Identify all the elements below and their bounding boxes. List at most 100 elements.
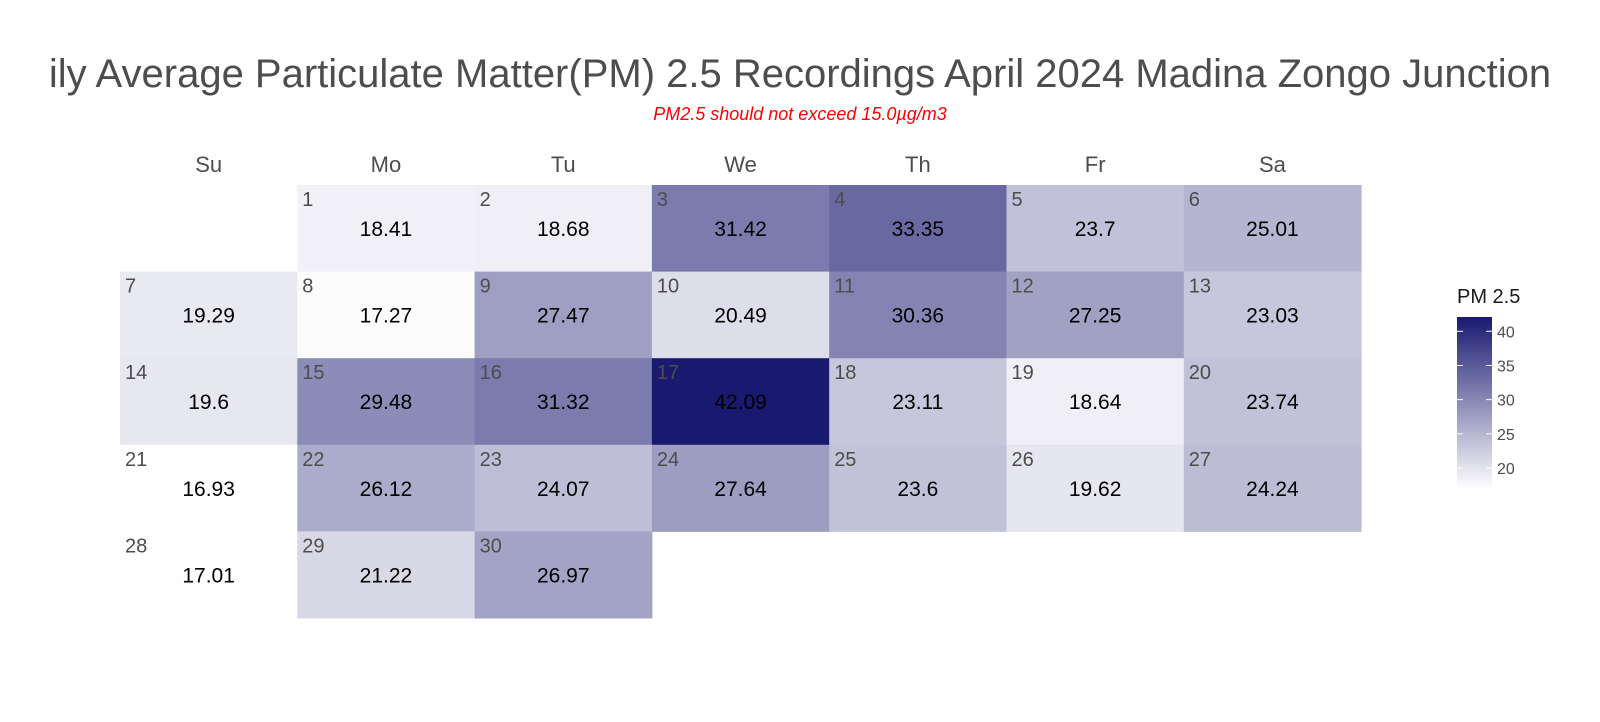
day-number-14: 14 — [125, 362, 147, 384]
day-number-1: 1 — [302, 189, 313, 211]
day-value-24: 27.64 — [714, 478, 767, 501]
day-number-30: 30 — [480, 535, 502, 557]
day-cell-21 — [120, 444, 298, 532]
day-number-19: 19 — [1012, 362, 1034, 384]
day-cell-3 — [651, 185, 830, 273]
day-number-17: 17 — [657, 362, 679, 384]
day-number-12: 12 — [1012, 276, 1034, 298]
day-value-4: 33.35 — [892, 218, 945, 241]
chart-subtitle: PM2.5 should not exceed 15.0µg/m3 — [653, 104, 947, 124]
day-cell-27 — [1183, 444, 1362, 532]
weekday-label-mo: Mo — [371, 152, 402, 177]
day-number-15: 15 — [302, 362, 324, 384]
day-number-3: 3 — [657, 189, 668, 211]
day-value-28: 17.01 — [182, 564, 235, 587]
day-value-16: 31.32 — [537, 391, 590, 414]
day-cell-16 — [474, 358, 653, 446]
day-cell-5 — [1006, 185, 1185, 273]
weekday-label-fr: Fr — [1085, 152, 1106, 177]
legend-tick-label-30: 30 — [1497, 393, 1515, 410]
day-cell-19 — [1006, 358, 1185, 446]
legend-tick-label-35: 35 — [1497, 358, 1515, 375]
day-value-10: 20.49 — [714, 305, 767, 328]
day-value-11: 30.36 — [892, 305, 945, 328]
weekday-label-su: Su — [195, 152, 222, 177]
day-cell-25 — [829, 444, 1007, 532]
day-number-28: 28 — [125, 535, 147, 557]
legend-colorbar: 20 25 30 35 40 — [1457, 317, 1515, 489]
day-number-4: 4 — [834, 189, 845, 211]
day-value-2: 18.68 — [537, 218, 590, 241]
day-number-26: 26 — [1012, 449, 1034, 471]
day-number-21: 21 — [125, 449, 147, 471]
day-number-9: 9 — [480, 276, 491, 298]
day-number-7: 7 — [125, 276, 136, 298]
day-number-11: 11 — [834, 276, 855, 298]
day-value-26: 19.62 — [1069, 478, 1122, 501]
day-value-3: 31.42 — [714, 218, 767, 241]
day-cell-4 — [829, 185, 1007, 273]
day-cell-15 — [297, 358, 476, 446]
day-value-30: 26.97 — [537, 564, 590, 587]
color-legend: 20 25 30 35 40 PM 2.5 — [1455, 286, 1555, 496]
day-cell-23 — [474, 444, 653, 532]
legend-colorbar-fill — [1457, 317, 1492, 489]
day-number-29: 29 — [302, 535, 324, 557]
day-cell-14 — [120, 358, 298, 446]
day-number-8: 8 — [302, 276, 313, 298]
day-cell-29 — [297, 531, 476, 619]
chart-title: ily Average Particulate Matter(PM) 2.5 R… — [48, 52, 1552, 96]
day-value-20: 23.74 — [1246, 391, 1299, 414]
day-cell-30 — [474, 531, 653, 619]
day-cell-20 — [1183, 358, 1362, 446]
legend-tick-label-20: 20 — [1497, 461, 1515, 478]
day-cell-1 — [297, 185, 476, 273]
day-value-17: 42.09 — [714, 391, 767, 414]
day-number-22: 22 — [302, 449, 324, 471]
day-number-20: 20 — [1189, 362, 1211, 384]
day-value-9: 27.47 — [537, 305, 590, 328]
day-number-5: 5 — [1012, 189, 1023, 211]
day-value-6: 25.01 — [1246, 218, 1299, 241]
legend-title: PM 2.5 — [1457, 286, 1521, 308]
day-cell-12 — [1006, 271, 1185, 359]
weekday-label-sa: Sa — [1259, 152, 1287, 177]
day-value-29: 21.22 — [360, 564, 413, 587]
day-number-6: 6 — [1189, 189, 1200, 211]
day-cell-6 — [1183, 185, 1362, 273]
day-number-25: 25 — [834, 449, 856, 471]
day-value-27: 24.24 — [1246, 478, 1299, 501]
day-cell-13 — [1183, 271, 1362, 359]
day-cell-11 — [829, 271, 1007, 359]
day-cell-10 — [651, 271, 830, 359]
day-value-25: 23.6 — [897, 478, 938, 501]
weekday-label-tu: Tu — [551, 152, 576, 177]
day-number-24: 24 — [657, 449, 679, 471]
day-cell-2 — [474, 185, 653, 273]
day-number-23: 23 — [480, 449, 502, 471]
day-cell-18 — [829, 358, 1007, 446]
day-value-1: 18.41 — [360, 218, 413, 241]
day-value-19: 18.64 — [1069, 391, 1122, 414]
day-value-15: 29.48 — [360, 391, 413, 414]
day-cell-22 — [297, 444, 476, 532]
weekday-label-th: Th — [905, 152, 931, 177]
day-value-13: 23.03 — [1246, 305, 1299, 328]
day-value-8: 17.27 — [360, 305, 413, 328]
day-value-5: 23.7 — [1075, 218, 1116, 241]
legend-tick-label-25: 25 — [1497, 427, 1515, 444]
day-cell-17 — [651, 358, 830, 446]
day-number-16: 16 — [480, 362, 502, 384]
day-number-10: 10 — [657, 276, 679, 298]
legend-tick-label-40: 40 — [1497, 324, 1515, 341]
day-value-14: 19.6 — [188, 391, 229, 414]
day-number-2: 2 — [480, 189, 491, 211]
day-number-27: 27 — [1189, 449, 1211, 471]
day-value-23: 24.07 — [537, 478, 590, 501]
day-value-12: 27.25 — [1069, 305, 1122, 328]
day-number-18: 18 — [834, 362, 856, 384]
day-number-13: 13 — [1189, 276, 1211, 298]
day-cell-9 — [474, 271, 653, 359]
weekday-label-we: We — [724, 152, 757, 177]
